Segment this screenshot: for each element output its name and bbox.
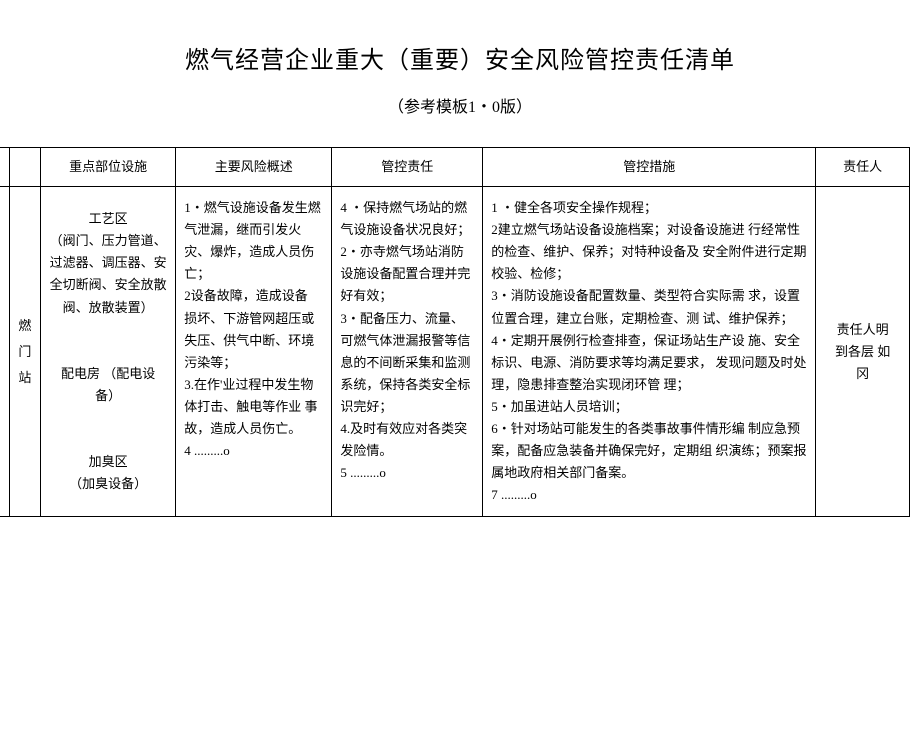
header-col1: [9, 148, 40, 187]
header-col3: 主要风险概述: [176, 148, 332, 187]
table-row: 燃门站 工艺区（阀门、压力管道、过滤器、调压器、安全切断阀、安全放散阀、放散装置…: [0, 187, 910, 517]
cell-facilities: 工艺区（阀门、压力管道、过滤器、调压器、安全切断阀、安全放散阀、放散装置）配电房…: [40, 187, 175, 517]
header-col4: 管控责任: [332, 148, 483, 187]
page-title: 燃气经营企业重大（重要）安全风险管控责任清单: [0, 40, 920, 75]
cell-risk: 1・燃气设施设备发生燃气泄漏，继而引发火 灾、爆炸，造成人员伤 亡；2设备故障，…: [176, 187, 332, 517]
header-col5: 管控措施: [483, 148, 816, 187]
page-subtitle: （参考模板1・0版）: [0, 93, 920, 117]
risk-table: 重点部位设施 主要风险概述 管控责任 管控措施 责任人 燃门站 工艺区（阀门、压…: [0, 147, 910, 517]
table-header-row: 重点部位设施 主要风险概述 管控责任 管控措施 责任人: [0, 148, 910, 187]
cell-measures: 1 ・健全各项安全操作规程；2建立燃气场站设备设施档案；对设备设施进 行经常性的…: [483, 187, 816, 517]
cell-index: [0, 187, 9, 517]
header-col0: [0, 148, 9, 187]
cell-category: 燃门站: [9, 187, 40, 517]
header-col6: 责任人: [816, 148, 910, 187]
cell-person: 责任人明到各层 如冈: [816, 187, 910, 517]
cell-responsibility: 4 ・保持燃气场站的燃气设施设备状况良好；2・亦寺燃气场站消防设施设备配置合理并…: [332, 187, 483, 517]
header-col2: 重点部位设施: [40, 148, 175, 187]
